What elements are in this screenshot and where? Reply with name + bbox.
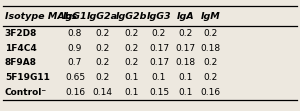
Text: 0.1: 0.1	[152, 73, 166, 82]
Text: 0.17: 0.17	[175, 44, 195, 53]
Text: 0.2: 0.2	[96, 58, 110, 67]
Text: 8F9A8: 8F9A8	[5, 58, 37, 67]
Text: 0.1: 0.1	[124, 73, 138, 82]
Text: Isotype MAbs: Isotype MAbs	[5, 12, 77, 21]
Text: 0.9: 0.9	[68, 44, 82, 53]
Text: 0.2: 0.2	[152, 29, 166, 38]
Text: Control⁻: Control⁻	[5, 88, 47, 97]
Text: 0.1: 0.1	[124, 88, 138, 97]
Text: 0.8: 0.8	[68, 29, 82, 38]
Text: IgM: IgM	[201, 12, 220, 21]
Text: 0.2: 0.2	[124, 29, 138, 38]
Text: 0.2: 0.2	[204, 73, 218, 82]
Text: 0.17: 0.17	[149, 44, 169, 53]
Text: 5F19G11: 5F19G11	[5, 73, 50, 82]
Text: 0.2: 0.2	[204, 58, 218, 67]
Text: IgG3: IgG3	[147, 12, 171, 21]
Text: IgG2a: IgG2a	[87, 12, 118, 21]
Text: 1F4C4: 1F4C4	[5, 44, 37, 53]
Text: 0.65: 0.65	[65, 73, 85, 82]
Text: 0.2: 0.2	[178, 29, 192, 38]
Text: 0.2: 0.2	[124, 58, 138, 67]
Text: 0.17: 0.17	[149, 58, 169, 67]
Text: 0.18: 0.18	[201, 44, 221, 53]
Text: 0.2: 0.2	[124, 44, 138, 53]
Text: 0.16: 0.16	[65, 88, 85, 97]
Text: IgG2b: IgG2b	[116, 12, 147, 21]
Text: 0.2: 0.2	[96, 73, 110, 82]
Text: 0.16: 0.16	[201, 88, 221, 97]
Text: 0.1: 0.1	[178, 73, 192, 82]
Text: 0.2: 0.2	[96, 29, 110, 38]
Text: 0.7: 0.7	[68, 58, 82, 67]
Text: 0.2: 0.2	[96, 44, 110, 53]
Text: IgA: IgA	[176, 12, 194, 21]
Text: 3F2D8: 3F2D8	[5, 29, 37, 38]
Text: 0.18: 0.18	[175, 58, 195, 67]
Text: 0.14: 0.14	[93, 88, 113, 97]
Text: IgG1: IgG1	[63, 12, 87, 21]
Text: 0.15: 0.15	[149, 88, 169, 97]
Text: 0.2: 0.2	[204, 29, 218, 38]
Text: 0.1: 0.1	[178, 88, 192, 97]
